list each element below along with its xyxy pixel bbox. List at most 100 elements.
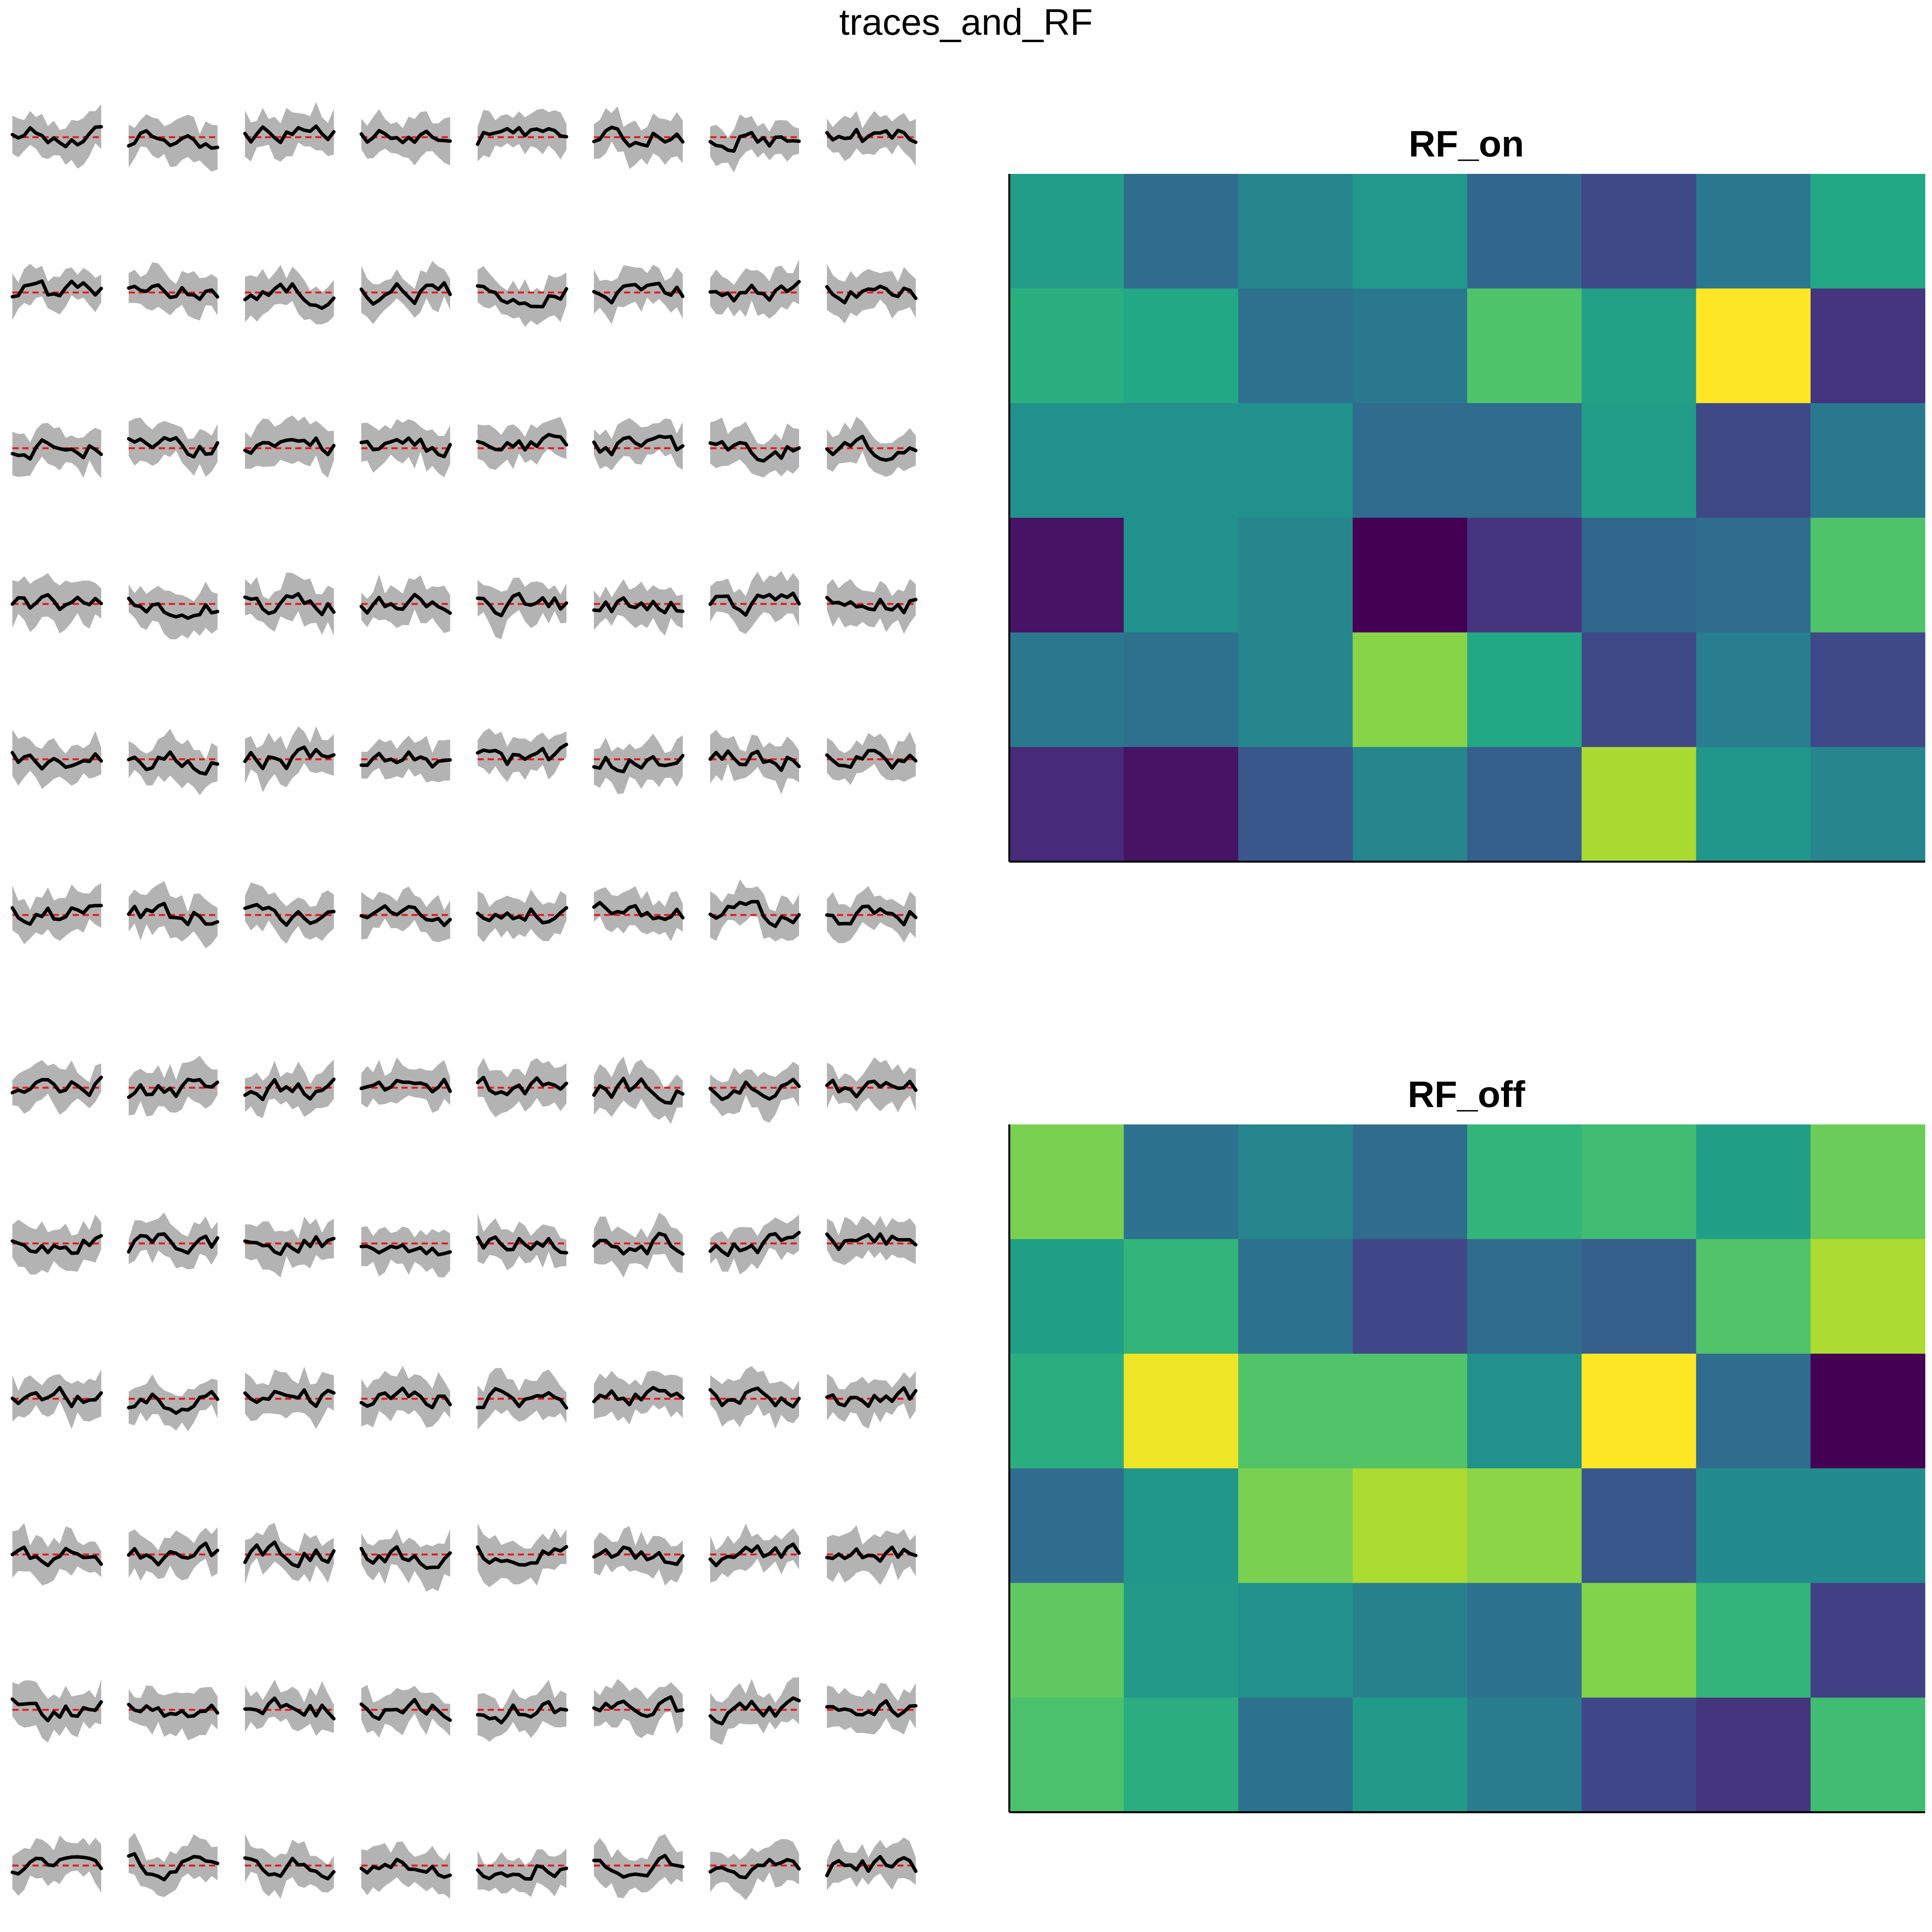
trace-band <box>245 882 334 944</box>
rf-off-cell-r5-c4 <box>1467 1697 1582 1813</box>
trace-panel-r1-c2 <box>243 265 336 325</box>
trace-panel-r9-c6 <box>708 1524 801 1583</box>
trace-mean-line <box>825 128 918 144</box>
rf-off-cell-r3-c5 <box>1582 1468 1697 1583</box>
rf-on-cell-r2-c4 <box>1467 403 1582 518</box>
rf-on-cell-r2-c0 <box>1009 403 1124 518</box>
trace-band <box>245 265 334 325</box>
trace-panel-r8-c3 <box>359 1366 452 1428</box>
trace-panel-r10-c5 <box>592 1679 685 1738</box>
trace-mean-line <box>243 282 336 310</box>
rf-off-cell-r1-c1 <box>1124 1239 1239 1354</box>
rf-off-cell-r5-c6 <box>1696 1697 1811 1813</box>
trace-panel-r6-c2 <box>243 1060 336 1118</box>
trace-panel-r10-c6 <box>708 1677 801 1745</box>
trace-mean-line <box>359 129 452 145</box>
trace-panel-r1-c1 <box>127 262 219 321</box>
trace-panel-r0-c6 <box>708 114 801 173</box>
trace-mean-line <box>10 593 103 611</box>
trace-mean-line <box>243 1077 336 1101</box>
rf-on-heatmap: RF_on <box>1008 123 1925 863</box>
rf-off-cell-r5-c7 <box>1810 1697 1925 1813</box>
trace-mean-line <box>592 1386 685 1406</box>
trace-panel-r9-c0 <box>10 1523 103 1585</box>
trace-mean-line <box>127 1232 219 1255</box>
rf-off-cell-r4-c1 <box>1124 1583 1239 1698</box>
trace-band <box>361 1057 450 1113</box>
trace-panel-r6-c4 <box>476 1058 568 1117</box>
trace-mean-line <box>708 1858 801 1879</box>
rf-on-cell-r3-c6 <box>1696 518 1811 633</box>
trace-band <box>361 1366 450 1428</box>
rf-off-cell-r1-c4 <box>1467 1239 1582 1354</box>
trace-band <box>594 1679 683 1738</box>
trace-mean-line <box>476 906 568 925</box>
trace-panel-r2-c4 <box>476 417 568 470</box>
trace-mean-line <box>10 438 103 461</box>
trace-mean-line <box>708 1696 801 1726</box>
trace-panel-r4-c4 <box>476 728 568 782</box>
rf-off-cell-r2-c6 <box>1696 1354 1811 1469</box>
rf-on-cell-r3-c3 <box>1352 518 1468 633</box>
trace-mean-line <box>708 280 801 303</box>
trace-mean-line <box>243 1388 336 1408</box>
trace-panel-r9-c1 <box>127 1527 219 1581</box>
trace-mean-line <box>592 1854 685 1879</box>
trace-mean-line <box>592 282 685 304</box>
rf-off-cell-r4-c6 <box>1696 1583 1811 1698</box>
trace-panel-r10-c3 <box>359 1685 452 1738</box>
trace-panel-r2-c3 <box>359 419 452 478</box>
trace-mean-line <box>592 126 685 148</box>
trace-mean-line <box>592 1695 685 1718</box>
rf-on-title: RF_on <box>1409 123 1524 165</box>
rf-on-cell-r5-c2 <box>1238 747 1353 862</box>
rf-on-cell-r4-c3 <box>1352 632 1468 747</box>
trace-mean-line <box>825 1855 918 1878</box>
trace-panel-r2-c6 <box>708 417 801 478</box>
trace-panel-r3-c6 <box>708 571 801 634</box>
rf-on-cell-r4-c5 <box>1582 632 1697 747</box>
trace-mean-line <box>825 1699 918 1718</box>
rf-on-cell-r1-c6 <box>1696 288 1811 403</box>
trace-mean-line <box>708 1542 801 1568</box>
trace-mean-line <box>127 1702 219 1718</box>
trace-panel-r3-c4 <box>476 577 568 639</box>
rf-on-cell-r0-c6 <box>1696 174 1811 289</box>
trace-panel-r1-c3 <box>359 261 452 324</box>
trace-panel-r0-c0 <box>10 104 103 169</box>
rf-off-cell-r1-c7 <box>1810 1239 1925 1354</box>
trace-band <box>478 109 566 162</box>
rf-on-cell-r0-c1 <box>1124 174 1239 289</box>
trace-mean-line <box>592 434 685 456</box>
rf-off-cell-r5-c1 <box>1124 1697 1239 1813</box>
rf-on-cell-r2-c3 <box>1352 403 1468 518</box>
trace-mean-line <box>708 1078 801 1101</box>
rf-off-cell-r4-c0 <box>1009 1583 1124 1698</box>
rf-off-cell-r0-c0 <box>1009 1124 1124 1240</box>
trace-band <box>710 1524 799 1583</box>
trace-panel-r10-c0 <box>10 1679 103 1743</box>
trace-panel-r4-c3 <box>359 735 452 783</box>
trace-mean-line <box>825 1386 918 1408</box>
trace-panel-r11-c1 <box>127 1833 219 1897</box>
trace-mean-line <box>476 1545 568 1567</box>
trace-mean-line <box>708 440 801 463</box>
trace-mean-line <box>243 592 336 616</box>
trace-panel-r1-c5 <box>592 265 685 324</box>
rf-on-cell-r4-c2 <box>1238 632 1353 747</box>
trace-panel-r11-c3 <box>359 1841 452 1899</box>
rf-on-cell-r4-c0 <box>1009 632 1124 747</box>
rf-off-cell-r4-c5 <box>1582 1583 1697 1698</box>
figure-title: traces_and_RF <box>839 2 1093 43</box>
trace-panel-r7-c2 <box>243 1216 336 1278</box>
rf-off-cell-r2-c0 <box>1009 1354 1124 1469</box>
rf-off-heatmap: RF_off <box>1008 1074 1925 1813</box>
trace-mean-line <box>243 1235 336 1256</box>
rf-on-cell-r4-c6 <box>1696 632 1811 747</box>
rf-off-cell-r3-c4 <box>1467 1468 1582 1583</box>
trace-panel-r11-c0 <box>10 1835 103 1896</box>
trace-mean-line <box>592 596 685 615</box>
trace-mean-line <box>243 124 336 145</box>
rf-on-cell-r3-c5 <box>1582 518 1697 633</box>
trace-mean-line <box>10 903 103 926</box>
